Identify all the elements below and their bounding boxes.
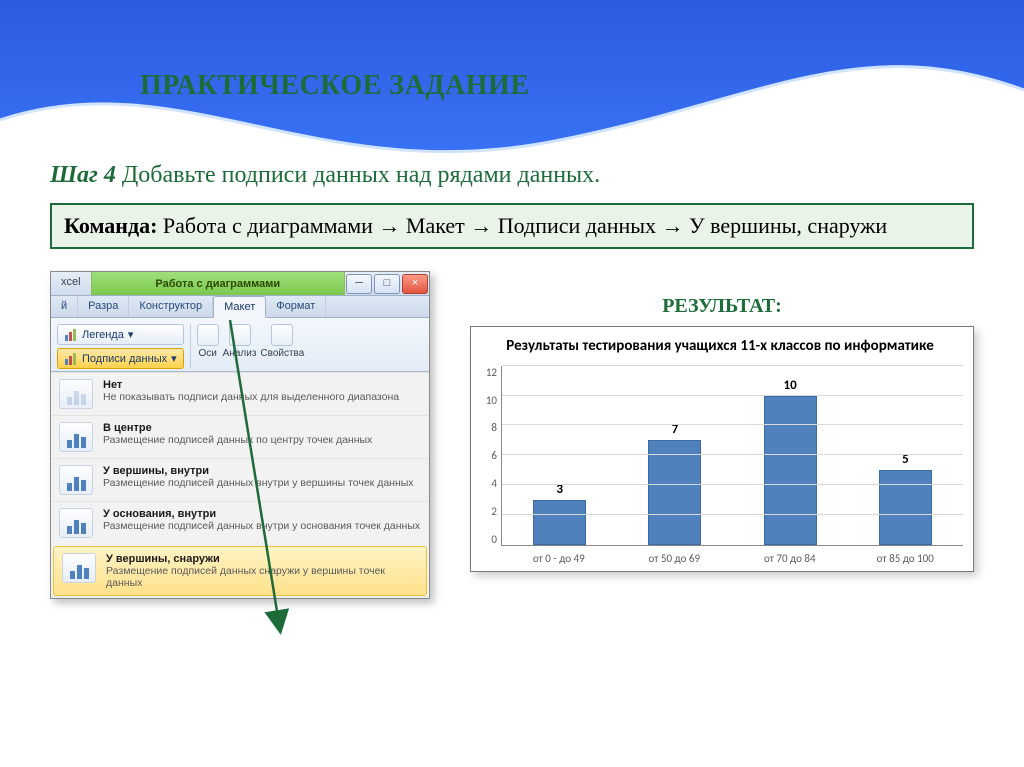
app-caption: xcel xyxy=(51,272,91,295)
chart-title: Результаты тестирования учащихся 11-х кл… xyxy=(477,333,963,366)
gridline xyxy=(502,484,963,485)
pointer-arrow xyxy=(220,310,440,650)
gridline xyxy=(502,454,963,455)
no-labels-icon xyxy=(59,379,93,409)
y-tick-label: 10 xyxy=(477,394,497,407)
legend-button[interactable]: Легенда ▾ xyxy=(57,324,184,345)
data-labels-button[interactable]: Подписи данных ▾ xyxy=(57,348,184,369)
gridline xyxy=(502,424,963,425)
bar xyxy=(879,470,932,545)
command-text: Работа с диаграммами → Макет → Подписи д… xyxy=(157,213,887,238)
gridline xyxy=(502,365,963,366)
tab-fragment-2[interactable]: Разра xyxy=(78,296,129,317)
ribbon-group-axes: Оси xyxy=(197,324,219,359)
command-box: Команда: Работа с диаграммами → Макет → … xyxy=(50,203,974,249)
y-tick-label: 2 xyxy=(477,505,497,518)
step-instruction: Шаг 4 Добавьте подписи данных над рядами… xyxy=(50,162,974,189)
y-tick-label: 12 xyxy=(477,366,497,379)
data-labels-icon xyxy=(64,353,78,365)
result-heading: РЕЗУЛЬТАТ: xyxy=(470,295,974,318)
bar xyxy=(764,396,817,545)
result-chart: Результаты тестирования учащихся 11-х кл… xyxy=(470,326,974,572)
data-labels-label: Подписи данных xyxy=(82,353,167,365)
bars-icon xyxy=(62,553,96,583)
legend-icon xyxy=(64,329,78,341)
legend-label: Легенда xyxy=(82,329,124,341)
x-tick-label: от 0 - до 49 xyxy=(501,546,617,565)
x-tick-label: от 50 до 69 xyxy=(617,546,733,565)
maximize-button[interactable]: □ xyxy=(374,274,400,294)
axes-icon[interactable] xyxy=(197,324,219,346)
tab-fragment-1[interactable]: й xyxy=(51,296,78,317)
bar xyxy=(648,440,701,544)
bars-icon xyxy=(59,508,93,538)
contextual-tab-title: Работа с диаграммами xyxy=(91,272,345,295)
bar-value-label: 10 xyxy=(784,378,797,393)
bars-icon xyxy=(59,465,93,495)
y-tick-label: 8 xyxy=(477,421,497,434)
command-label: Команда: xyxy=(64,213,157,238)
step-text: Добавьте подписи данных над рядами данны… xyxy=(116,162,600,188)
gridline xyxy=(502,514,963,515)
y-tick-label: 0 xyxy=(477,533,497,546)
bars-icon xyxy=(59,422,93,452)
excel-titlebar: xcel Работа с диаграммами ─ □ × xyxy=(51,272,429,296)
x-tick-label: от 70 до 84 xyxy=(732,546,848,565)
y-tick-label: 4 xyxy=(477,477,497,490)
y-tick-label: 6 xyxy=(477,449,497,462)
bar-cell: 5 xyxy=(848,366,963,545)
bar xyxy=(533,500,586,545)
close-button[interactable]: × xyxy=(402,274,428,294)
chart-y-axis: 0 2 4 6 8 10 12 xyxy=(477,366,501,546)
x-tick-label: от 85 до 100 xyxy=(848,546,964,565)
step-number: Шаг 4 xyxy=(50,162,116,188)
bar-cell: 7 xyxy=(617,366,732,545)
page-title: ПРАКТИЧЕСКОЕ ЗАДАНИЕ xyxy=(140,70,974,102)
gridline xyxy=(502,395,963,396)
minimize-button[interactable]: ─ xyxy=(346,274,372,294)
tab-constructor[interactable]: Конструктор xyxy=(129,296,213,317)
bar-cell: 3 xyxy=(502,366,617,545)
chart-plot-area: 37 10 5 xyxy=(501,366,963,546)
chart-x-axis: от 0 - до 49от 50 до 69от 70 до 84от 85 … xyxy=(501,546,963,565)
bar-cell: 10 xyxy=(733,366,848,545)
